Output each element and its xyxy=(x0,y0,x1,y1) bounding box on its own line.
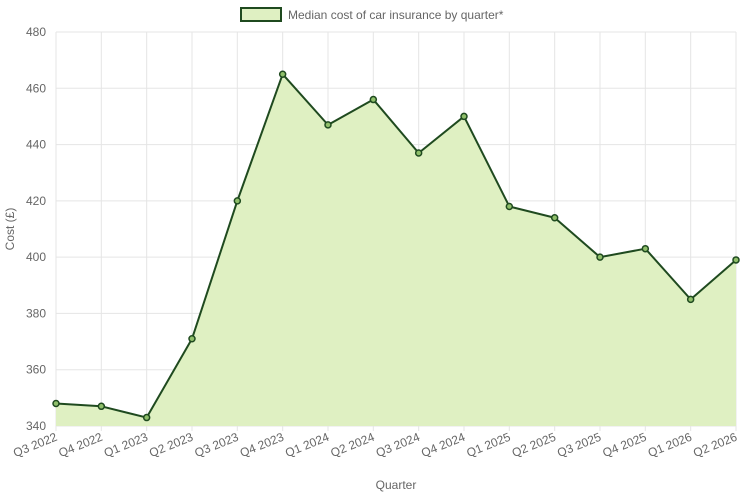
x-tick-label: Q1 2026 xyxy=(646,430,694,460)
y-axis-title: Cost (£) xyxy=(3,208,17,251)
y-tick-label: 460 xyxy=(26,81,46,95)
y-tick-label: 360 xyxy=(26,363,46,377)
data-point[interactable] xyxy=(550,213,559,222)
x-tick-label: Q3 2023 xyxy=(193,430,241,460)
series-line xyxy=(55,73,737,419)
data-point[interactable] xyxy=(324,121,332,129)
x-tick-label: Q1 2024 xyxy=(283,430,331,460)
data-point[interactable] xyxy=(142,413,151,422)
data-point[interactable] xyxy=(278,70,287,78)
data-point[interactable] xyxy=(414,149,423,157)
y-tick-label: 440 xyxy=(26,138,46,152)
x-tick-label: Q2 2025 xyxy=(510,430,558,460)
data-point[interactable] xyxy=(369,95,378,104)
x-tick-label: Q4 2025 xyxy=(601,430,649,460)
data-point[interactable] xyxy=(732,256,740,264)
data-point[interactable] xyxy=(641,244,650,253)
legend[interactable]: Median cost of car insurance by quarter* xyxy=(240,7,504,22)
x-tick-label: Q1 2023 xyxy=(102,430,150,460)
y-axis-ticks: 340 360 380 400 420 440 460 480 xyxy=(26,25,46,433)
x-tick-label: Q3 2025 xyxy=(555,430,603,460)
x-tick-label: Q2 2026 xyxy=(691,430,739,460)
y-tick-label: 400 xyxy=(26,250,46,264)
data-point[interactable] xyxy=(505,202,514,211)
y-tick-label: 480 xyxy=(26,25,46,39)
x-tick-label: Q4 2024 xyxy=(419,430,467,460)
x-tick-label: Q4 2023 xyxy=(238,430,286,460)
x-axis-title: Quarter xyxy=(376,478,417,492)
data-point[interactable] xyxy=(188,335,196,343)
data-points xyxy=(52,70,740,422)
data-point[interactable] xyxy=(52,399,60,408)
x-tick-label: Q3 2022 xyxy=(11,430,59,460)
data-point[interactable] xyxy=(97,402,106,411)
series-area xyxy=(56,74,736,426)
y-tick-label: 420 xyxy=(26,194,46,208)
x-tick-label: Q2 2024 xyxy=(329,430,377,460)
x-tick-label: Q4 2022 xyxy=(57,430,105,460)
x-tick-label: Q3 2024 xyxy=(374,430,422,460)
legend-swatch xyxy=(240,7,282,22)
y-tick-label: 340 xyxy=(26,419,46,433)
data-point[interactable] xyxy=(460,112,468,121)
data-point[interactable] xyxy=(686,295,695,304)
x-tick-label: Q1 2025 xyxy=(465,430,513,460)
data-point[interactable] xyxy=(596,253,604,261)
legend-label: Median cost of car insurance by quarter* xyxy=(288,8,504,22)
y-tick-label: 380 xyxy=(26,306,46,320)
x-tick-label: Q2 2023 xyxy=(147,430,195,460)
data-point[interactable] xyxy=(233,197,242,205)
